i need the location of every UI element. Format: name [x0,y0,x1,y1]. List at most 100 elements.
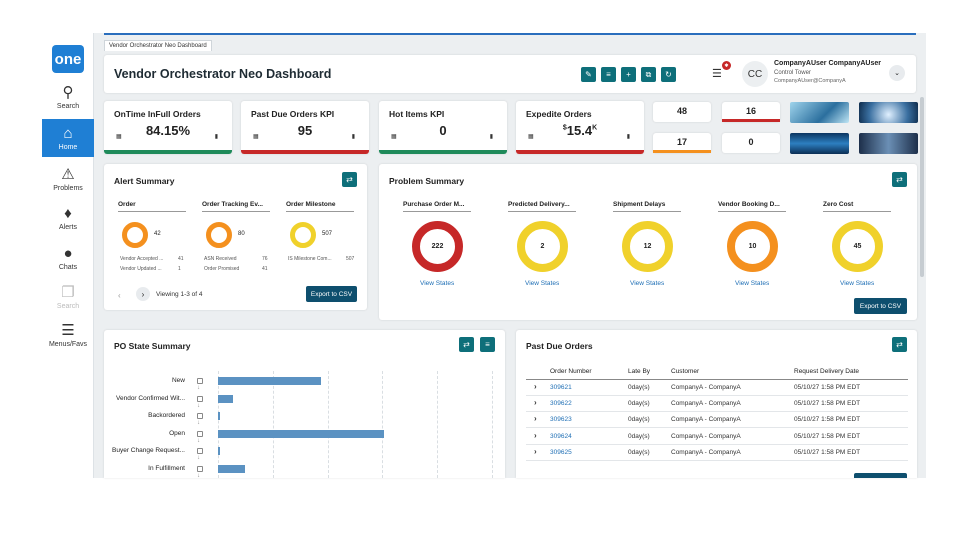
mini-kpi-1[interactable]: 48 [653,102,711,122]
order-number-link[interactable]: 309623 [550,416,572,424]
tab-dashboard[interactable]: Vendor Orchestrator Neo Dashboard [104,40,212,51]
alert-line-label: IS Milestone Com... [288,256,332,262]
mini-kpi-4[interactable]: 0 [722,133,780,153]
alert-settings-button[interactable]: ⇄ [342,172,357,187]
sidebar-item-home[interactable]: ⌂ Home [42,119,94,157]
col-header-customer[interactable]: Customer [671,368,700,375]
bar-0[interactable] [218,377,321,385]
table-row[interactable]: › 309623 0day(s) CompanyA - CompanyA 05/10/2… [526,412,908,429]
problem-ring[interactable]: 2 [517,221,568,272]
image-tile-warehouse[interactable] [859,133,918,154]
kpi-card-expedite[interactable]: Expedite Orders $15.4K ▦ ▮ [516,101,644,154]
alert-column-header[interactable]: Order [118,201,186,212]
problem-ring[interactable]: 45 [832,221,883,272]
bar-row-checkbox[interactable] [197,378,203,384]
copy-button[interactable]: ⧉ [641,67,656,82]
image-tile-globe[interactable] [859,102,918,123]
alert-ring[interactable] [122,222,148,248]
avatar[interactable]: CC [742,61,768,87]
bar-5[interactable] [218,464,246,473]
bar-4[interactable] [218,447,220,455]
order-number-link[interactable]: 309622 [550,400,572,408]
chevron-right-icon[interactable]: › [534,430,537,440]
sidebar-item-menus[interactable]: ☰ Menus/Favs [42,323,94,351]
image-tile-earth[interactable] [790,133,849,154]
view-states-link[interactable]: View States [525,280,560,287]
problem-ring[interactable]: 12 [622,221,673,272]
problem-settings-button[interactable]: ⇄ [892,172,907,187]
mini-kpi-2[interactable]: 16 [722,102,780,122]
image-tile-network[interactable] [790,102,849,123]
alert-column-header[interactable]: Order Tracking Ev... [202,201,270,212]
view-states-link[interactable]: View States [420,280,455,287]
order-number-link[interactable]: 309625 [550,448,572,456]
next-page-chevron-icon[interactable]: › [136,287,150,301]
kpi-value: $15.4K [516,123,644,138]
chevron-right-icon[interactable]: › [534,446,537,456]
past-due-export-button[interactable] [854,473,907,478]
calendar-icon: ▦ [391,134,397,140]
late-by-cell: 0day(s) [628,384,650,391]
sidebar-item-alerts[interactable]: ♦ Alerts [42,206,94,234]
page-scrollbar[interactable] [920,97,924,277]
sidebar-item-chats[interactable]: ● Chats [42,246,94,274]
sidebar-item-problems[interactable]: ⚠ Problems [42,167,94,195]
alert-column-header[interactable]: Order Milestone [286,201,354,212]
mini-kpi-3[interactable]: 17 [653,133,711,153]
problem-column-header[interactable]: Purchase Order M... [403,201,471,212]
view-states-link[interactable]: View States [630,280,665,287]
sidebar-item-label: Search [56,103,80,110]
table-row[interactable]: › 309624 0day(s) CompanyA - CompanyA 05/10/2… [526,429,908,445]
list-button[interactable]: ≡ [601,67,616,82]
bar-row-checkbox[interactable] [197,430,203,437]
prev-page-chevron-icon[interactable]: ‹ [118,291,121,300]
problem-ring[interactable]: 222 [412,221,463,272]
problem-column-header[interactable]: Vendor Booking D... [718,201,786,212]
table-row[interactable]: › 309622 0day(s) CompanyA - CompanyA 05/10/2… [526,396,908,413]
col-header-late-by[interactable]: Late By [628,368,651,375]
bar-row-checkbox[interactable] [197,395,203,402]
po-state-summary-panel: PO State Summary ⇄ ≡ [104,330,505,478]
problem-column-header[interactable]: Zero Cost [823,201,891,212]
refresh-button[interactable]: ↻ [661,67,676,82]
alert-ring[interactable] [206,222,232,248]
view-states-link[interactable]: View States [840,280,875,287]
chevron-right-icon[interactable]: › [534,398,537,408]
notifications-menu-icon[interactable]: ☰ [712,68,722,80]
past-due-settings-button[interactable]: ⇄ [892,337,907,352]
order-number-link[interactable]: 309624 [550,432,572,440]
order-number-link[interactable]: 309621 [550,384,572,391]
problem-column-header[interactable]: Predicted Delivery... [508,201,576,212]
table-row[interactable]: › 309625 0day(s) CompanyA - CompanyA 05/10/2… [526,445,908,461]
sidebar-item-label: Alerts [59,224,77,231]
problem-ring[interactable]: 10 [727,221,778,272]
problem-column-header[interactable]: Shipment Delays [613,201,681,212]
bar-1[interactable] [218,394,233,403]
user-menu-chevron-down-icon[interactable]: ⌄ [889,65,905,81]
col-header-request-delivery-date[interactable]: Request Delivery Date [794,368,860,375]
bar-3[interactable] [218,429,385,438]
info-icon: ▮ [626,134,630,140]
bar-row-checkbox[interactable] [197,448,203,454]
kpi-status-bar [104,150,232,154]
view-states-link[interactable]: View States [735,280,770,287]
col-header-order-number[interactable]: Order Number [550,368,592,375]
kpi-card-hot-items[interactable]: Hot Items KPI 0 ▦ ▮ [379,101,507,154]
chevron-right-icon[interactable]: › [534,414,537,424]
add-button[interactable]: + [621,67,636,82]
problem-export-csv-button[interactable]: Export to CSV [854,298,907,314]
edit-button[interactable]: ✎ [581,67,596,82]
sidebar-item-search[interactable]: ⚲ Search [42,85,94,113]
bar-2[interactable] [218,412,220,420]
alert-export-csv-button[interactable]: Export to CSV [306,286,357,302]
po-settings-button[interactable]: ⇄ [459,337,474,352]
bar-row-checkbox[interactable] [197,465,203,472]
table-row[interactable]: › 309621 0day(s) CompanyA - CompanyA 05/10/2… [526,380,908,396]
one-logo[interactable]: one [52,45,84,73]
po-list-button[interactable]: ≡ [480,337,495,352]
chevron-right-icon[interactable]: › [534,382,537,391]
kpi-card-ontime[interactable]: OnTime InFull Orders 84.15% ▦ ▮ [104,101,232,154]
bar-row-checkbox[interactable] [197,413,203,419]
kpi-card-past-due[interactable]: Past Due Orders KPI 95 ▦ ▮ [241,101,369,154]
alert-ring[interactable] [290,222,316,248]
